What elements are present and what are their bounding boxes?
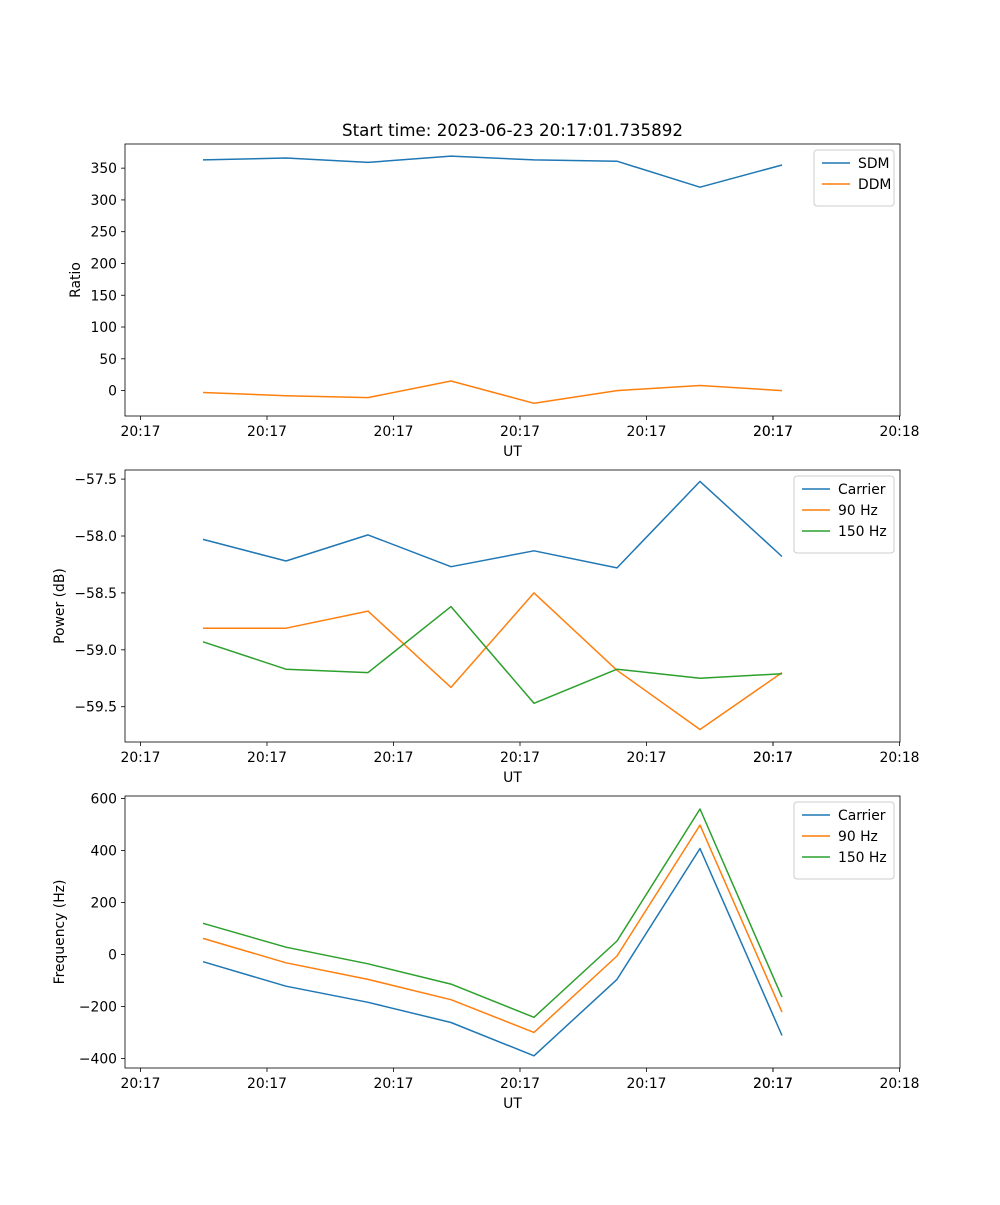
y-tick-label: −400: [79, 1051, 117, 1067]
x-tick-label: 20:17: [500, 1076, 540, 1092]
x-tick-label: 20:17: [247, 1076, 287, 1092]
x-tick-label: 20:17: [753, 424, 793, 440]
legend-label: Carrier: [838, 808, 886, 824]
y-tick-label: −58.5: [74, 586, 117, 602]
legend-box: [793, 475, 895, 554]
legend-label: DDM: [858, 177, 891, 193]
x-tick-label: 20:17: [373, 424, 413, 440]
y-tick-label: 250: [90, 225, 117, 241]
series-line-carrier: [202, 847, 783, 1057]
x-axis-label: UT: [503, 444, 522, 460]
x-tick-label: 20:17: [247, 424, 287, 440]
x-tick-label: 20:17: [753, 1076, 793, 1092]
x-tick-label: 20:17: [247, 750, 287, 766]
x-tick-label: 20:17: [626, 750, 666, 766]
series-line-carrier: [202, 480, 783, 569]
y-tick-label: 600: [90, 792, 117, 808]
y-tick-label: 350: [90, 161, 117, 177]
y-tick-label: 100: [90, 320, 117, 336]
legend-box: [813, 149, 895, 207]
axes-frame: [124, 795, 901, 1069]
x-axis-label: UT: [503, 770, 522, 786]
y-tick-label: −59.5: [74, 700, 117, 716]
legend-label: 150 Hz: [838, 524, 887, 540]
y-tick-label: 400: [90, 844, 117, 860]
x-tick-label: 20:17: [753, 750, 793, 766]
y-tick-label: 150: [90, 288, 117, 304]
series-line-90-hz: [202, 824, 783, 1034]
x-tick-label: 20:17: [120, 424, 160, 440]
series-line-150-hz: [202, 605, 783, 705]
x-tick-label: 20:18: [879, 424, 919, 440]
y-tick-label: 50: [99, 352, 117, 368]
x-tick-label: 20:17: [373, 1076, 413, 1092]
x-tick-label: 20:17: [500, 750, 540, 766]
y-tick-label: −200: [79, 999, 117, 1015]
x-tick-label: 20:17: [373, 750, 413, 766]
x-tick-label: 20:17: [626, 1076, 666, 1092]
y-axis-label: Ratio: [68, 262, 84, 298]
axes-frame: [124, 143, 901, 417]
y-tick-label: 300: [90, 193, 117, 209]
series-line-90-hz: [203, 592, 783, 731]
series-line-150-hz: [202, 808, 783, 1019]
figure-title: Start time: 2023-06-23 20:17:01.735892: [342, 120, 683, 140]
y-axis-label: Frequency (Hz): [52, 880, 68, 985]
legend-label: 150 Hz: [838, 850, 887, 866]
x-tick-label: 20:17: [753, 424, 793, 440]
x-axis-label: UT: [503, 1096, 522, 1112]
legend-label: SDM: [858, 156, 890, 172]
x-tick-label: 20:17: [120, 750, 160, 766]
y-axis-label: Power (dB): [52, 568, 68, 644]
legend-box: [793, 801, 895, 880]
y-tick-label: 0: [108, 947, 117, 963]
y-tick-label: 0: [108, 384, 117, 400]
y-tick-label: −58.0: [74, 529, 117, 545]
x-tick-label: 20:17: [500, 424, 540, 440]
x-tick-label: 20:17: [120, 1076, 160, 1092]
x-tick-label: 20:17: [626, 424, 666, 440]
y-tick-label: 200: [90, 256, 117, 272]
legend-label: Carrier: [838, 482, 886, 498]
y-tick-label: −59.0: [74, 643, 117, 659]
series-line-ddm: [202, 380, 783, 405]
y-tick-label: 200: [90, 896, 117, 912]
x-tick-label: 20:17: [753, 750, 793, 766]
x-tick-label: 20:17: [753, 1076, 793, 1092]
series-line-sdm: [202, 155, 783, 188]
x-tick-label: 20:18: [879, 1076, 919, 1092]
axes-frame: [124, 469, 901, 743]
y-tick-label: −57.5: [74, 472, 117, 488]
x-tick-label: 20:18: [879, 750, 919, 766]
legend-label: 90 Hz: [838, 829, 878, 845]
legend-label: 90 Hz: [838, 503, 878, 519]
